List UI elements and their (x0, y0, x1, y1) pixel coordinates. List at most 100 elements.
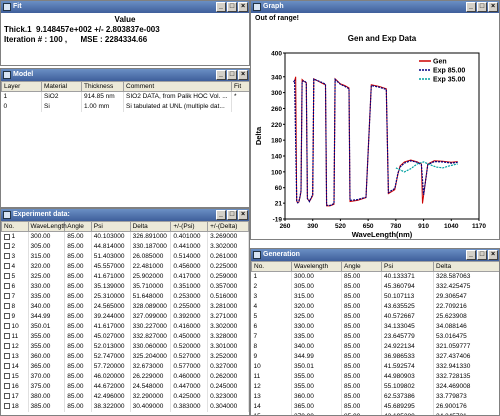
table-row[interactable]: 4 320.00 85.00 43.635525 22.709216 (251, 301, 499, 312)
row-checkbox[interactable] (3, 293, 10, 300)
row-checkbox[interactable] (3, 403, 10, 410)
maximize-button[interactable]: □ (477, 250, 487, 260)
table-row[interactable]: 5 325.00 85.00 41.671000 25.902000 0.417000 0.… (1, 271, 249, 282)
table-row[interactable]: 2 305.00 85.00 44.814000 330.187000 0.441000 3… (1, 241, 249, 252)
column-header[interactable]: WaveLength (27, 221, 67, 232)
close-button[interactable]: × (238, 2, 248, 12)
col-fit[interactable]: Fit (231, 81, 249, 92)
generation-titlebar[interactable]: Generation _ □ × (251, 249, 499, 261)
table-row[interactable]: 7 335.00 85.00 25.310000 51.648000 0.253000 0.… (1, 291, 249, 302)
row-checkbox[interactable] (3, 333, 10, 340)
minimize-button[interactable]: _ (466, 250, 476, 260)
fit-titlebar[interactable]: Fit _ □ × (1, 1, 249, 13)
col-material[interactable]: Material (41, 81, 82, 92)
graph-area[interactable]: Out of range! Gen and Exp Data -19 21 60 100… (251, 13, 499, 239)
close-button[interactable]: × (488, 2, 498, 12)
row-checkbox[interactable] (3, 363, 10, 370)
table-row[interactable]: 14 365.00 85.00 57.720000 32.673000 0.577000 0… (1, 361, 249, 372)
table-row[interactable]: 18 385.00 85.00 38.322000 30.409000 0.383000 0… (1, 401, 249, 412)
cell: 85.00 (64, 281, 92, 292)
series-line (293, 76, 458, 207)
close-button[interactable]: × (238, 210, 248, 220)
row-checkbox[interactable] (3, 243, 10, 250)
row-checkbox[interactable] (3, 233, 10, 240)
table-row[interactable]: 14 365.00 85.00 45.689295 26.900176 (251, 401, 499, 412)
maximize-button[interactable]: □ (227, 2, 237, 12)
col-thickness[interactable]: Thickness (81, 81, 124, 92)
table-row[interactable]: 9 344.99 85.00 39.244000 327.099000 0.392000 3… (1, 311, 249, 322)
row-checkbox[interactable] (3, 283, 10, 290)
table-row[interactable]: 11 355.00 85.00 44.980903 332.728135 (251, 371, 499, 382)
minimize-button[interactable]: _ (216, 70, 226, 80)
row-checkbox[interactable] (3, 383, 10, 390)
cell: 300.00 (291, 271, 342, 282)
column-header[interactable]: Wavelength (291, 261, 342, 272)
graph-titlebar[interactable]: Graph _ □ × (251, 1, 499, 13)
column-header[interactable]: Angle (341, 261, 382, 272)
table-row[interactable]: 17 380.00 85.00 42.496000 32.290000 0.425000 0… (1, 391, 249, 402)
model-titlebar[interactable]: Model _ □ × (1, 69, 249, 81)
table-row[interactable]: 10 350.01 85.00 41.592574 332.941330 (251, 361, 499, 372)
table-row[interactable]: 7 335.00 85.00 23.645779 53.016475 (251, 331, 499, 342)
column-header[interactable]: No. (1, 221, 29, 232)
table-row[interactable]: 6 330.00 85.00 34.133045 34.088146 (251, 321, 499, 332)
column-header[interactable]: No. (251, 261, 292, 272)
model-row-si[interactable]: 0 Si 1.00 mm Si tabulated at UNL (multip… (1, 101, 249, 112)
experiment-titlebar[interactable]: Experiment data: _ □ × (1, 209, 249, 221)
maximize-button[interactable]: □ (227, 210, 237, 220)
cell: 42.496000 (91, 391, 131, 402)
column-header[interactable]: +/-(Psi) (170, 221, 209, 232)
table-row[interactable]: 9 344.99 85.00 36.986533 327.437406 (251, 351, 499, 362)
column-header[interactable]: Delta (129, 221, 172, 232)
legend-entry: Exp 85.00 (433, 68, 465, 75)
table-row[interactable]: 1 300.00 85.00 40.133371 328.587063 (251, 271, 499, 282)
table-row[interactable]: 1 300.00 85.00 40.103000 326.891000 0.401000 3… (1, 231, 249, 242)
table-row[interactable]: 12 355.00 85.00 55.109802 324.469008 (251, 381, 499, 392)
row-checkbox[interactable] (3, 313, 10, 320)
row-checkbox[interactable] (3, 323, 10, 330)
row-checkbox[interactable] (3, 393, 10, 400)
model-row-sio2[interactable]: 1 SiO2 914.85 nm SIO2 DATA, from Palik H… (1, 91, 249, 102)
close-button[interactable]: × (488, 250, 498, 260)
row-checkbox[interactable] (3, 263, 10, 270)
table-row[interactable]: 10 350.01 85.00 41.617000 330.227000 0.416000… (1, 321, 249, 332)
table-row[interactable]: 16 375.00 85.00 44.672000 24.548000 0.447000 0… (1, 381, 249, 392)
row-checkbox[interactable] (3, 373, 10, 380)
column-header[interactable]: +/-(Delta) (207, 221, 249, 232)
row-checkbox[interactable] (3, 343, 10, 350)
row-checkbox[interactable] (3, 303, 10, 310)
maximize-button[interactable]: □ (477, 2, 487, 12)
minimize-button[interactable]: _ (216, 2, 226, 12)
minimize-button[interactable]: _ (466, 2, 476, 12)
col-comment[interactable]: Comment (123, 81, 232, 92)
table-row[interactable]: 2 305.00 85.00 45.360794 332.425475 (251, 281, 499, 292)
cell: 55.109802 (381, 381, 434, 392)
table-row[interactable]: 4 320.00 85.00 45.557000 22.481000 0.456000 0.… (1, 261, 249, 272)
table-row[interactable]: 13 360.00 85.00 52.747000 325.204000 0.527000… (1, 351, 249, 362)
column-header[interactable]: Angle (64, 221, 92, 232)
cell: 355.00 (28, 331, 66, 342)
row-checkbox[interactable] (3, 273, 10, 280)
table-row[interactable]: 12 355.00 85.00 52.013000 330.060000 0.520000… (1, 341, 249, 352)
maximize-button[interactable]: □ (227, 70, 237, 80)
table-row[interactable]: 15 370.00 85.00 46.020000 26.229000 0.460000 0… (1, 371, 249, 382)
y-tick-label: 300 (271, 90, 282, 97)
col-layer[interactable]: Layer (1, 81, 42, 92)
table-row[interactable]: 5 325.00 85.00 40.572667 25.623908 (251, 311, 499, 322)
table-row[interactable]: 11 355.00 85.00 45.027000 332.827000 0.450000… (1, 331, 249, 342)
table-row[interactable]: 3 315.00 85.00 51.403000 26.085000 0.514000 0.… (1, 251, 249, 262)
close-button[interactable]: × (238, 70, 248, 80)
table-row[interactable]: 8 340.00 85.00 24.922134 321.059777 (251, 341, 499, 352)
column-header[interactable]: Psi (381, 261, 434, 272)
table-row[interactable]: 13 360.00 85.00 62.537386 33.779873 (251, 391, 499, 402)
table-row[interactable]: 6 330.00 85.00 35.139000 35.710000 0.351000 0.… (1, 281, 249, 292)
minimize-button[interactable]: _ (216, 210, 226, 220)
row-checkbox[interactable] (3, 253, 10, 260)
table-row[interactable]: 3 315.00 85.00 50.107113 29.306547 (251, 291, 499, 302)
column-header[interactable]: Delta (433, 261, 499, 272)
table-row[interactable]: 8 340.00 85.00 24.565000 328.089000 0.255000 3… (1, 301, 249, 312)
row-checkbox[interactable] (3, 353, 10, 360)
cell: 85.00 (341, 291, 382, 302)
column-header[interactable]: Psi (90, 221, 131, 232)
